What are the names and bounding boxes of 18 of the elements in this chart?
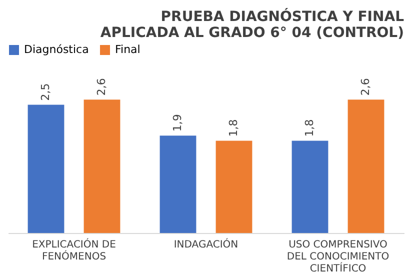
bar <box>348 100 384 233</box>
bar <box>292 140 328 233</box>
x-tick-label: INDAGACIÓN <box>174 238 238 250</box>
bar <box>160 136 196 233</box>
data-label: 2,6 <box>95 78 108 96</box>
data-label: 2,6 <box>359 78 372 96</box>
bar <box>84 100 120 233</box>
bar <box>216 140 252 233</box>
x-tick-label: EXPLICACIÓN DE FENÓMENOS <box>32 238 116 262</box>
x-tick-label: USO COMPRENSIVO DEL CONOCIMIENTO CIENTÍFICO <box>286 240 390 274</box>
chart-title: PRUEBA DIAGNÓSTICA Y FINAL APLICADA AL GRADO 6° 04 (CONTROL) <box>100 8 404 41</box>
data-label: 1,8 <box>303 119 316 137</box>
legend-label: Diagnóstica <box>24 43 89 56</box>
data-label: 1,8 <box>227 119 240 137</box>
data-label: 1,9 <box>171 114 184 132</box>
bar <box>28 104 64 233</box>
legend-label: Final <box>115 43 140 56</box>
data-label: 2,5 <box>39 83 52 101</box>
